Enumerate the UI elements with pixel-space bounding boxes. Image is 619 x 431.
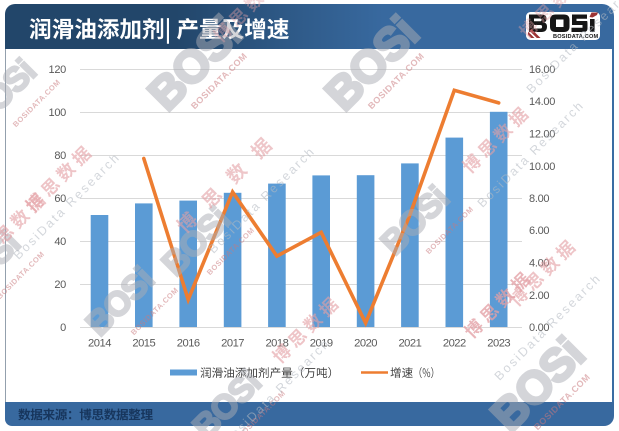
svg-text:10.00: 10.00 bbox=[529, 161, 555, 173]
svg-text:2.00: 2.00 bbox=[529, 290, 549, 302]
svg-text:100: 100 bbox=[49, 107, 67, 119]
svg-text:20: 20 bbox=[54, 279, 66, 291]
svg-text:120: 120 bbox=[49, 64, 67, 76]
svg-text:0: 0 bbox=[60, 322, 66, 334]
svg-text:2023: 2023 bbox=[487, 338, 510, 350]
svg-text:80: 80 bbox=[54, 150, 66, 162]
svg-text:8.00: 8.00 bbox=[529, 193, 549, 205]
svg-text:6.00: 6.00 bbox=[529, 225, 549, 237]
svg-text:2021: 2021 bbox=[398, 338, 421, 350]
svg-text:2022: 2022 bbox=[443, 338, 466, 350]
svg-text:2015: 2015 bbox=[132, 338, 155, 350]
svg-text:40: 40 bbox=[54, 236, 66, 248]
svg-text:2020: 2020 bbox=[354, 338, 377, 350]
svg-text:14.00: 14.00 bbox=[529, 96, 555, 108]
svg-text:2017: 2017 bbox=[221, 338, 244, 350]
svg-text:2016: 2016 bbox=[177, 338, 200, 350]
